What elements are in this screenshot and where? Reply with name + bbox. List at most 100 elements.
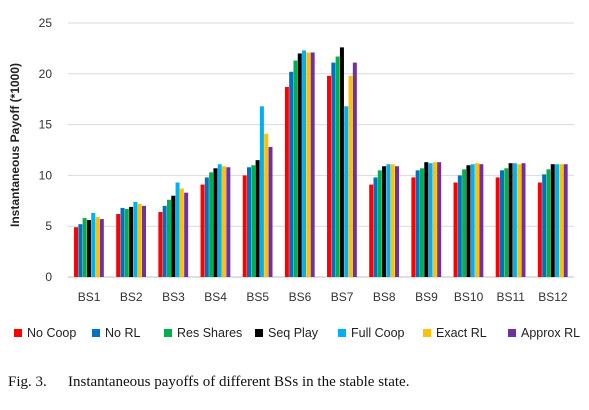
- bar-bs11-exact-rl: [517, 164, 522, 277]
- bar-bs5-no-coop: [242, 175, 247, 277]
- legend-swatch: [164, 329, 172, 337]
- bar-bs8-exact-rl: [390, 164, 395, 277]
- bar-bs7-no-rl: [331, 62, 336, 278]
- bar-bs6-full-coop: [302, 50, 307, 277]
- bar-bs3-full-coop: [175, 182, 180, 277]
- bar-bs7-exact-rl: [348, 75, 353, 277]
- bar-bs7-approx-rl: [352, 62, 357, 278]
- legend-item: No Coop: [14, 326, 76, 340]
- bar-bs11-res-shares: [504, 168, 509, 277]
- bar-bs12-approx-rl: [563, 164, 568, 277]
- caption-label: Fig. 3.: [8, 374, 47, 390]
- legend-label: Seq Play: [268, 326, 319, 340]
- bar-bs2-res-shares: [124, 208, 129, 277]
- bar-bs1-no-rl: [78, 224, 83, 277]
- legend-item: Res Shares: [164, 326, 242, 340]
- x-tick-label: BS6: [289, 290, 312, 304]
- bar-bs8-full-coop: [386, 164, 391, 277]
- bar-bs6-seq-play: [297, 53, 302, 278]
- bar-bs8-no-rl: [373, 177, 378, 277]
- gridlines: [68, 22, 574, 278]
- bar-bs11-approx-rl: [521, 163, 526, 277]
- bar-bs4-seq-play: [213, 168, 218, 277]
- bar-bs6-no-coop: [284, 87, 289, 278]
- bar-bs11-no-rl: [500, 170, 504, 277]
- bar-bs10-no-rl: [457, 175, 462, 277]
- bar-bs8-no-coop: [369, 184, 374, 277]
- x-tick-label: BS2: [120, 290, 143, 304]
- bar-bs4-full-coop: [217, 164, 222, 277]
- bar-bs4-no-coop: [200, 184, 205, 277]
- x-tick-labels: BS1 BS2 BS3 BS4 BS5 BS6 BS7 BS8 BS9 BS10 BS11 BS12: [78, 290, 568, 304]
- bar-bs9-exact-rl: [432, 162, 437, 277]
- bar-bs10-seq-play: [466, 165, 471, 277]
- bar-bs5-seq-play: [255, 160, 260, 277]
- bar-bs4-approx-rl: [226, 167, 231, 277]
- x-tick-label: BS4: [204, 290, 227, 304]
- y-tick-label: 5: [45, 219, 52, 233]
- bar-bs3-no-coop: [158, 211, 163, 277]
- bar-bs7-seq-play: [339, 47, 344, 277]
- bar-bs2-seq-play: [129, 206, 134, 277]
- x-tick-label: BS3: [162, 290, 185, 304]
- caption-text: Instantaneous payoffs of different BSs i…: [68, 374, 410, 390]
- bar-bs2-exact-rl: [137, 203, 142, 277]
- bar-bs12-no-coop: [537, 182, 542, 277]
- bar-bs11-full-coop: [512, 163, 517, 277]
- bar-bs7-full-coop: [344, 106, 349, 277]
- bar-bs2-approx-rl: [142, 205, 146, 277]
- bar-bs6-approx-rl: [310, 52, 315, 277]
- x-tick-label: BS11: [497, 290, 526, 304]
- bar-bs9-seq-play: [424, 162, 429, 277]
- legend-label: Res Shares: [177, 326, 243, 340]
- x-tick-label: BS12: [538, 290, 568, 304]
- legend-item: Approx RL: [508, 326, 580, 340]
- bar-bs5-exact-rl: [264, 133, 269, 277]
- bar-bs10-res-shares: [462, 169, 467, 277]
- legend-swatch: [338, 329, 346, 337]
- legend-swatch: [92, 329, 100, 337]
- bar-bs4-exact-rl: [222, 166, 227, 277]
- legend-swatch: [423, 329, 431, 337]
- y-tick-label: 10: [39, 168, 53, 182]
- legend-swatch: [255, 329, 263, 337]
- y-tick-labels: 0 5 10 15 20 25: [39, 16, 53, 284]
- x-tick-label: BS1: [78, 290, 101, 304]
- bar-bs6-exact-rl: [306, 52, 311, 277]
- x-tick-label: BS5: [246, 290, 269, 304]
- bar-bs3-no-rl: [162, 205, 167, 277]
- legend: No Coop No RL Res Shares Seq Play Full Coop E…: [14, 326, 589, 344]
- legend-label: Full Coop: [351, 326, 405, 340]
- x-tick-label: BS7: [331, 290, 354, 304]
- x-tick-label: BS9: [415, 290, 438, 304]
- bar-bs3-approx-rl: [184, 192, 189, 277]
- bar-bs9-no-coop: [411, 177, 416, 277]
- bar-bs2-no-rl: [120, 207, 125, 277]
- bar-bs8-res-shares: [377, 170, 382, 277]
- bar-bs12-res-shares: [546, 169, 551, 277]
- bar-bs3-res-shares: [166, 199, 171, 277]
- bar-bs3-exact-rl: [179, 188, 184, 277]
- bar-bs9-approx-rl: [437, 162, 442, 277]
- y-axis-label: Instantaneous Payoff (*1000): [8, 63, 22, 227]
- bar-bs5-res-shares: [251, 165, 256, 277]
- bar-bs6-no-rl: [289, 71, 294, 277]
- legend-label: Exact RL: [436, 326, 487, 340]
- bar-bs9-res-shares: [419, 168, 424, 277]
- bar-bs4-no-rl: [204, 177, 209, 277]
- bar-bs6-res-shares: [293, 60, 298, 278]
- bar-bs2-no-coop: [116, 214, 121, 277]
- figure-caption: Fig. 3. Instantaneous payoffs of differen…: [8, 374, 583, 391]
- bar-bs10-exact-rl: [475, 163, 480, 277]
- bar-bs10-approx-rl: [479, 164, 484, 277]
- legend-label: No RL: [105, 326, 141, 340]
- bar-bs5-full-coop: [259, 106, 264, 277]
- bar-bs1-no-coop: [74, 227, 79, 277]
- legend-swatch: [14, 329, 22, 337]
- bar-bs1-full-coop: [91, 212, 96, 277]
- legend-label: No Coop: [27, 326, 77, 340]
- bar-bs1-res-shares: [82, 218, 87, 277]
- bar-bs7-no-coop: [327, 75, 332, 277]
- bar-bs12-exact-rl: [559, 164, 564, 277]
